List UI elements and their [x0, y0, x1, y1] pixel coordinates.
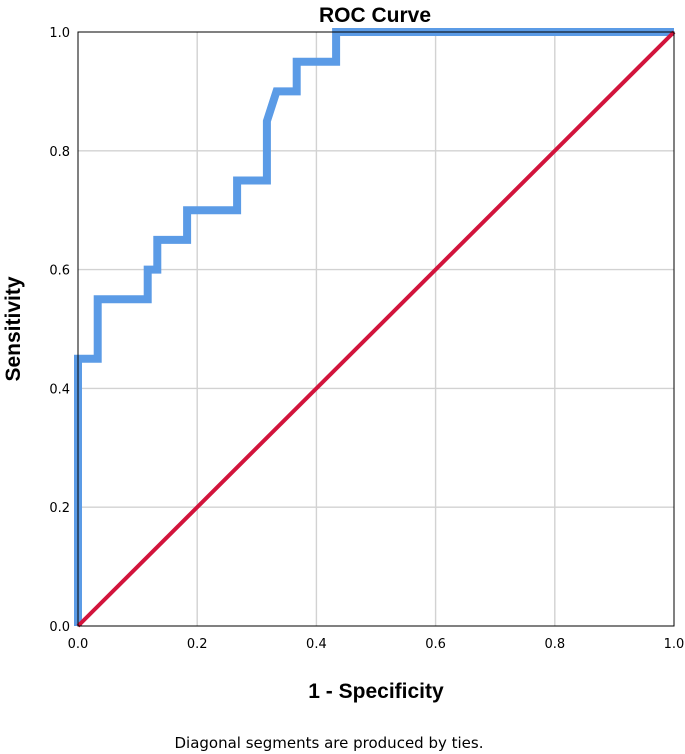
y-axis-label: Sensitivity: [2, 276, 25, 381]
x-tick-label: 0.4: [306, 637, 327, 652]
reference-diagonal-line: [76, 30, 676, 628]
plot-frame: [77, 31, 675, 627]
x-tick-label: 0.2: [187, 637, 208, 652]
y-tick-label: 0.4: [49, 382, 70, 397]
x-tick-label: 0.0: [68, 637, 89, 652]
y-tick-label: 0.8: [49, 145, 70, 160]
x-tick-label: 0.8: [544, 637, 565, 652]
gridlines: [78, 32, 674, 626]
y-tick-label: 0.2: [49, 501, 70, 516]
chart-title: ROC Curve: [319, 4, 431, 27]
series-group: [74, 28, 676, 628]
y-tick-label: 0.0: [49, 620, 70, 635]
x-axis-label: 1 - Specificity: [308, 680, 444, 703]
x-tick-label: 1.0: [664, 637, 685, 652]
y-tick-label: 1.0: [49, 26, 70, 41]
x-tick-label: 0.6: [425, 637, 446, 652]
chart-footnote: Diagonal segments are produced by ties.: [174, 734, 483, 752]
roc-curve-line: [74, 28, 674, 626]
tick-labels: 0.0 0.2 0.4 0.6 0.8 1.0 0.0 0.2 0.4 0.6 0.8 1.0: [49, 26, 684, 652]
y-tick-label: 0.6: [49, 264, 70, 279]
